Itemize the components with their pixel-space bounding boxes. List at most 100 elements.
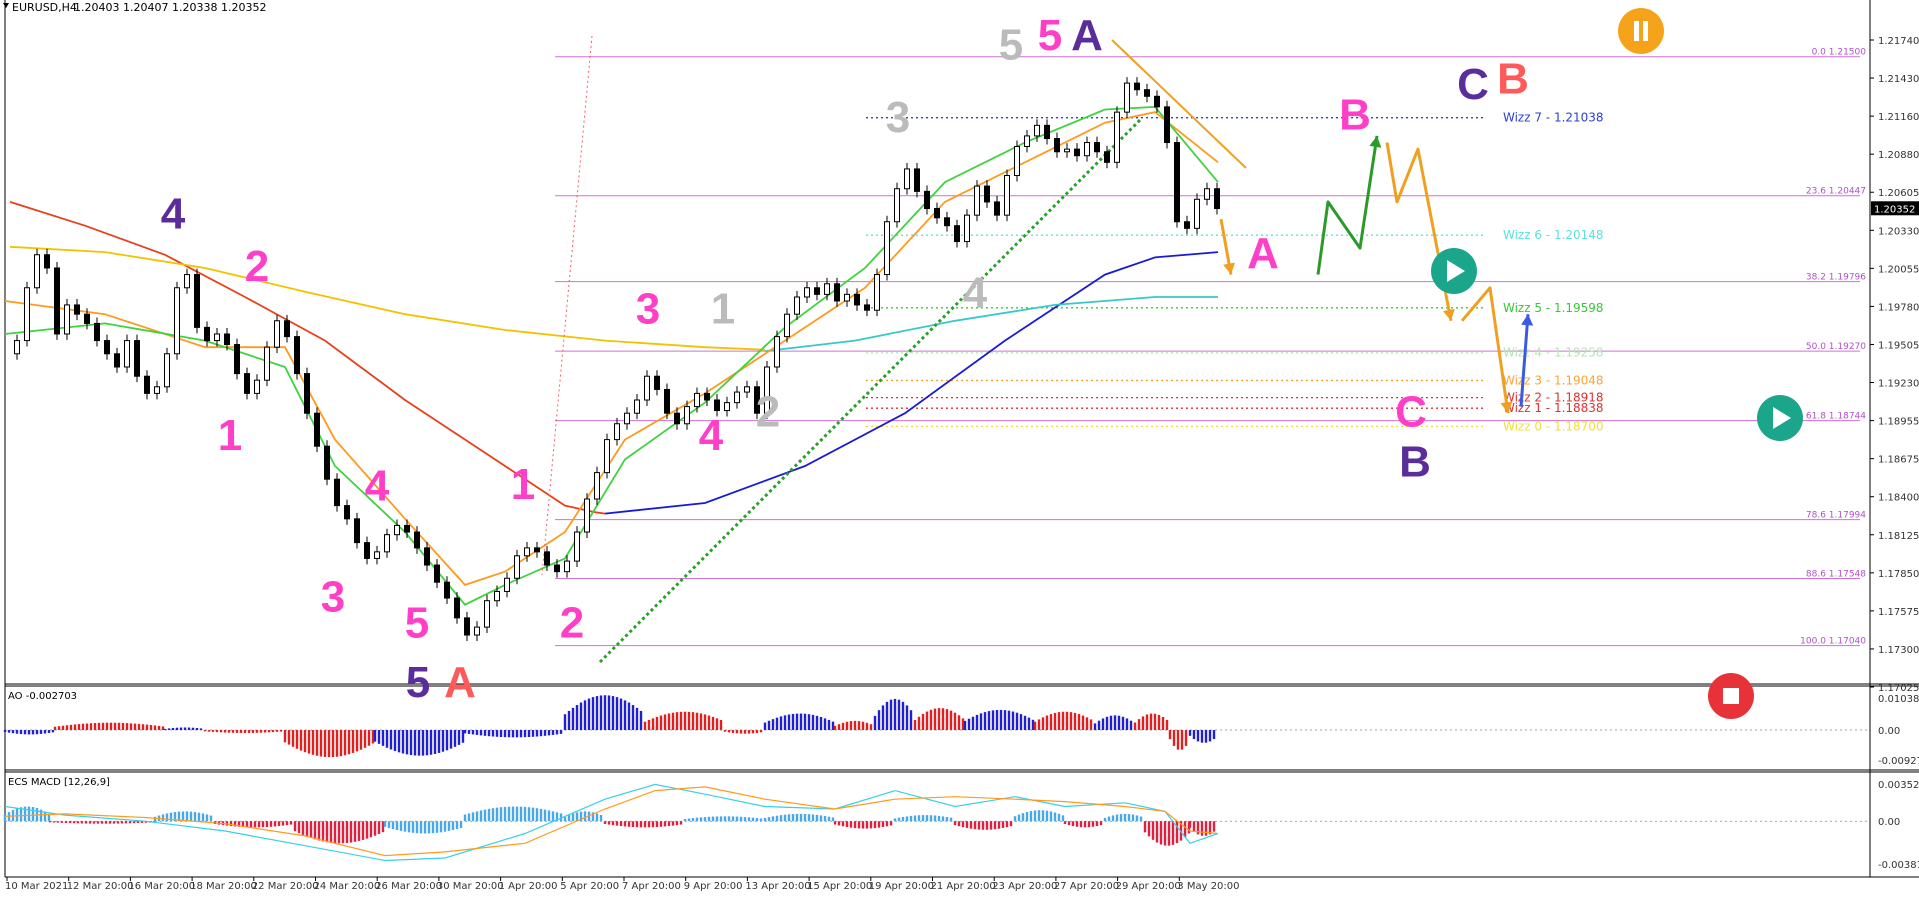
candle-body	[234, 344, 240, 375]
ao-title: AO -0.002703	[8, 691, 77, 702]
wave-label: 4	[963, 269, 988, 318]
candle-body	[634, 399, 640, 414]
time-tick-label: 13 Apr 20:00	[745, 881, 810, 892]
fib-label: 23.6 1.20447	[1806, 187, 1866, 197]
time-tick-label: 9 Apr 20:00	[684, 881, 743, 892]
dropdown-triangle-icon[interactable]	[3, 3, 9, 8]
candle-body	[714, 399, 720, 412]
candle-body	[564, 560, 570, 573]
projection-arrows	[1219, 135, 1534, 414]
candle-body	[534, 547, 540, 553]
candle-body	[1024, 135, 1030, 147]
price-tick-label: 1.17850	[1878, 569, 1919, 580]
candle-body	[574, 531, 580, 562]
candle-body	[884, 221, 890, 276]
candle-body	[1144, 89, 1150, 97]
candle-body	[844, 293, 850, 302]
wave-label: 5	[999, 20, 1023, 69]
candle-body	[1174, 142, 1180, 223]
fib-label: 50.0 1.19270	[1806, 342, 1866, 352]
candle-body	[914, 168, 920, 192]
candle-body	[1194, 198, 1200, 229]
wave-label: 1	[218, 411, 242, 460]
candle-body	[34, 254, 40, 289]
candle-body	[1034, 124, 1040, 137]
time-tick-label: 1 Apr 20:00	[499, 881, 558, 892]
wizz-label: Wizz 0 - 1.18700	[1503, 419, 1604, 433]
time-tick-label: 22 Mar 20:00	[252, 881, 319, 892]
price-tick-label: 1.17025	[1878, 683, 1919, 694]
fib-label: 0.0 1.21500	[1812, 48, 1867, 58]
candle-body	[54, 267, 60, 335]
resistance-trendline	[1111, 39, 1247, 169]
wizz-label: Wizz 1 - 1.18838	[1503, 401, 1604, 415]
candle-body	[754, 386, 760, 414]
arrow-head	[1521, 314, 1534, 326]
candle-body	[244, 373, 250, 394]
candle-body	[1014, 145, 1020, 177]
indicator-tick-label: 0.010384	[1878, 694, 1919, 705]
wave-label: B	[1497, 55, 1529, 104]
price-tick-label: 1.18125	[1878, 531, 1919, 542]
wizz-label: Wizz 5 - 1.19598	[1503, 301, 1604, 315]
candle-body	[824, 283, 830, 295]
price-tick-label: 1.20055	[1878, 264, 1919, 275]
indicator-tick-label: -0.003815	[1878, 860, 1919, 871]
wave-label: B	[1399, 438, 1431, 487]
candle-body	[1154, 95, 1160, 108]
wave-label: 4	[161, 189, 186, 238]
candle-body	[594, 472, 600, 500]
arrow-head	[1443, 308, 1455, 321]
play-button-icon[interactable]	[1757, 395, 1803, 441]
wave-label: 2	[245, 242, 269, 291]
price-tick-label: 1.21430	[1878, 74, 1919, 85]
candle-body	[584, 498, 590, 533]
candle-body	[404, 524, 410, 533]
play-button-icon[interactable]	[1431, 248, 1477, 294]
vertical-trendline	[541, 35, 593, 576]
candle-body	[1124, 82, 1130, 113]
projection-arrow	[1519, 314, 1530, 407]
candle-body	[214, 333, 220, 342]
price-tick-label: 1.18955	[1878, 417, 1919, 428]
projection-arrow	[1385, 142, 1453, 322]
candle-body	[204, 326, 210, 342]
price-tick-label: 1.19780	[1878, 302, 1919, 313]
candle-body	[94, 322, 100, 342]
candle-body	[124, 340, 130, 368]
candle-body	[104, 340, 110, 355]
wizz-label: Wizz 2 - 1.18918	[1503, 391, 1604, 405]
candle-body	[944, 217, 950, 227]
trendlines	[541, 35, 1247, 664]
fib-label: 38.2 1.19796	[1806, 273, 1866, 283]
candle-body	[494, 590, 500, 602]
signal-line	[4, 783, 1219, 862]
time-tick-label: 16 Mar 20:00	[128, 881, 195, 892]
wave-label: C	[1395, 387, 1427, 436]
candle-body	[444, 581, 450, 599]
moving-average-line	[604, 251, 1219, 515]
moving-average-line	[764, 296, 1218, 352]
candle-body	[804, 287, 810, 298]
wave-label: C	[1457, 60, 1489, 109]
moving-average-line	[9, 245, 766, 351]
current-price-label: 1.20352	[1874, 204, 1915, 215]
candle-body	[614, 423, 620, 441]
time-tick-label: 19 Apr 20:00	[869, 881, 934, 892]
wave-label: 3	[321, 572, 345, 621]
candle-body	[384, 534, 390, 553]
price-tick-label: 1.21740	[1878, 36, 1919, 47]
price-tick-label: 1.20880	[1878, 150, 1919, 161]
candle-body	[154, 386, 160, 394]
stop-button-icon[interactable]	[1708, 673, 1754, 719]
wizz-levels: Wizz 7 - 1.21038 Wizz 6 - 1.20148 Wizz 5 -…	[866, 111, 1604, 433]
candle-body	[284, 320, 290, 338]
pause-button-icon[interactable]	[1618, 8, 1664, 54]
candle-body	[654, 375, 660, 390]
wizz-label: Wizz 4 - 1.19258	[1503, 346, 1604, 360]
time-tick-label: 27 Apr 20:00	[1054, 881, 1119, 892]
indicator-tick-label: 0.003525	[1878, 780, 1919, 791]
price-axis: 1.21740 1.21430 1.21160 1.20880 1.20605 1.203…	[1870, 36, 1919, 694]
